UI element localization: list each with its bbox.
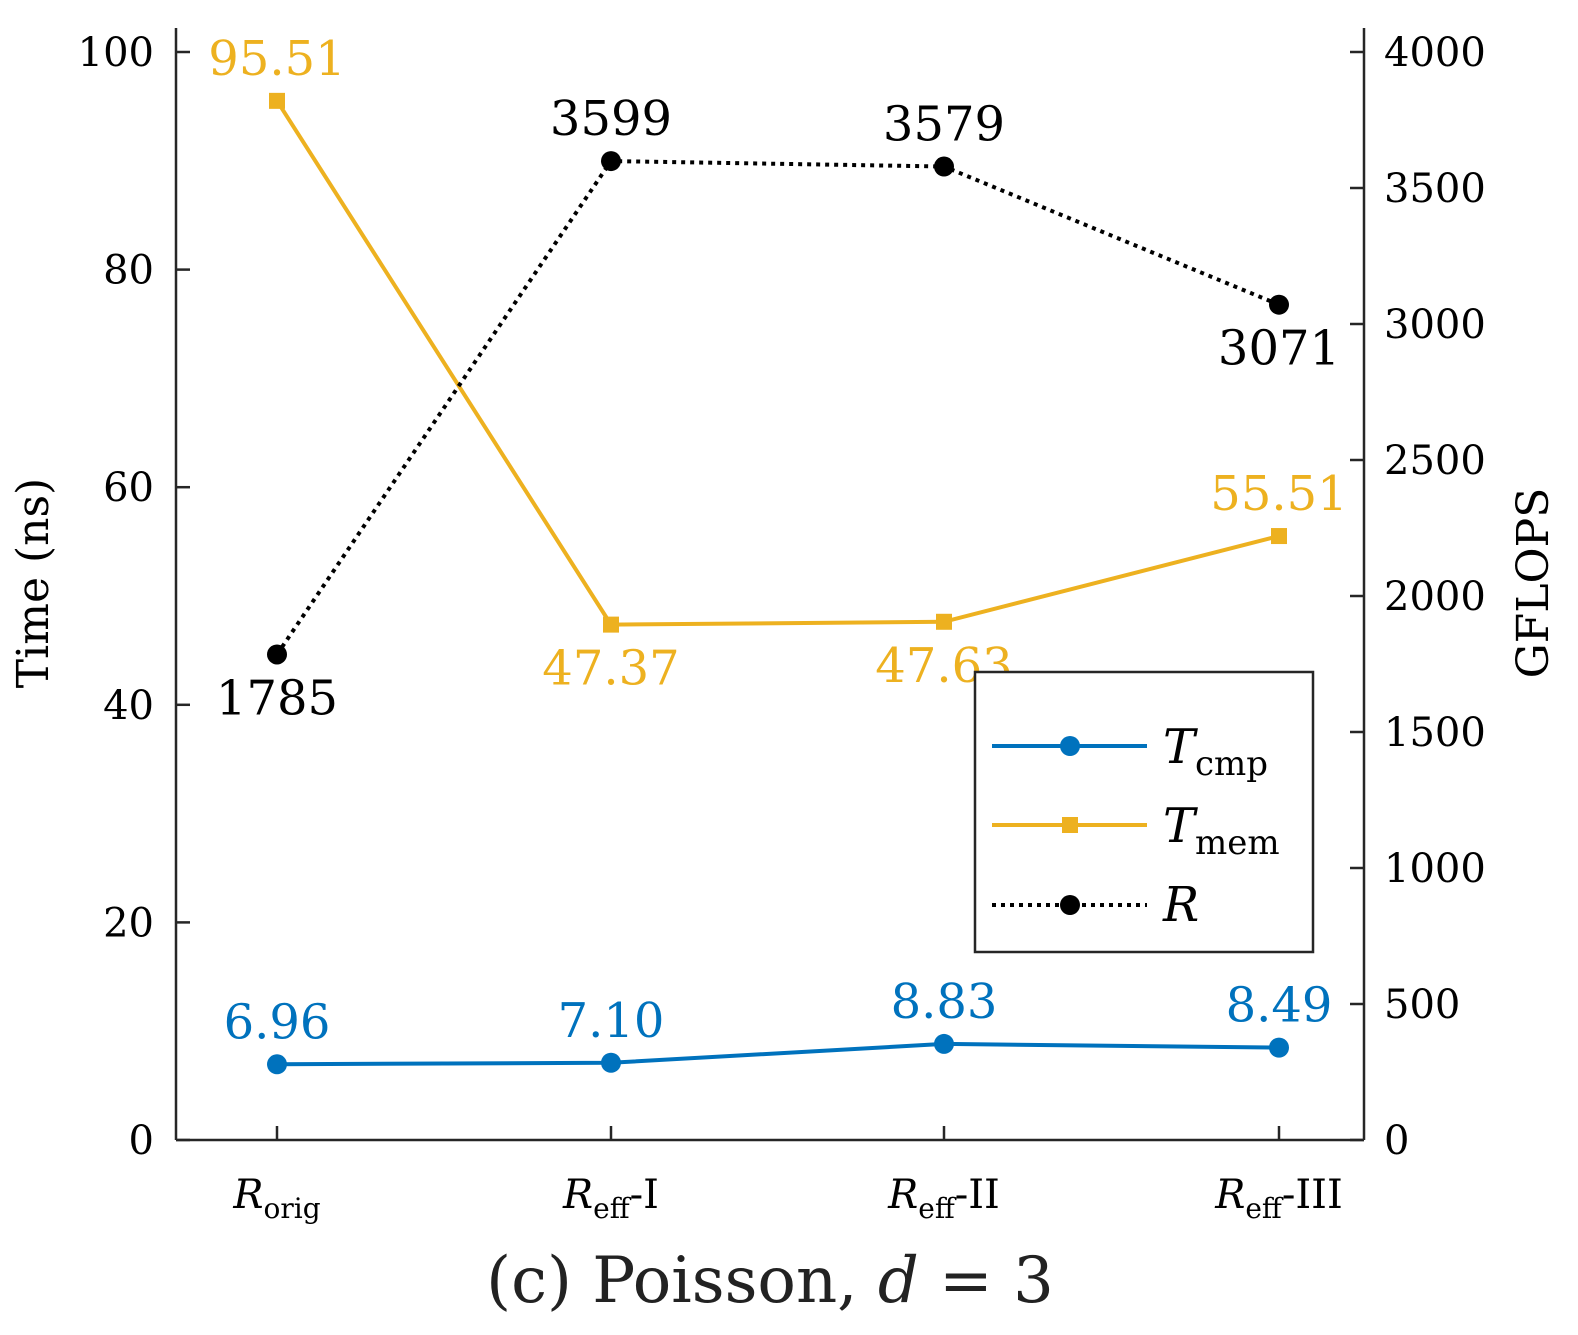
data-label-t-mem: 95.51: [208, 31, 345, 87]
legend-box: [973, 670, 1315, 954]
data-point-t-cmp: [267, 1054, 287, 1075]
y-right-tick-label: 0: [1384, 1118, 1409, 1164]
y-right-tick-label: 4000: [1384, 30, 1486, 76]
y-axis-label-right: GFLOPS: [1508, 488, 1559, 679]
data-label-t-cmp: 8.83: [891, 974, 998, 1030]
legend-label-t-cmp: Tcmp: [1163, 719, 1268, 784]
data-point-r: [601, 151, 621, 172]
data-point-t-cmp: [601, 1052, 621, 1073]
data-label-t-cmp: 6.96: [224, 994, 331, 1050]
data-label-t-cmp: 8.49: [1226, 978, 1333, 1034]
legend-item-t-mem: Tmem: [992, 798, 1280, 863]
x-tick-label: Reff-I: [562, 1172, 659, 1225]
legend-marker-t-mem: [1062, 817, 1078, 833]
data-point-t-mem: [603, 616, 619, 633]
legend-label-t-mem: Tmem: [1163, 798, 1280, 863]
data-point-r: [267, 644, 287, 665]
legend: Tcmp Tmem R: [973, 670, 1315, 954]
series-line-r: [275, 159, 1280, 656]
data-label-t-cmp: 7.10: [558, 993, 665, 1049]
y-right-tick-label: 3500: [1384, 166, 1486, 212]
x-tick-label: Reff-III: [1214, 1172, 1343, 1225]
data-point-t-mem: [269, 92, 285, 109]
y-right-tick-label: 500: [1384, 982, 1460, 1028]
data-point-r: [1269, 294, 1289, 315]
data-label-r: 3071: [1218, 321, 1340, 377]
y-left-tick-label: 40: [103, 683, 154, 729]
data-point-t-cmp: [934, 1033, 954, 1054]
y-right-tick-label: 1000: [1384, 846, 1486, 892]
x-tick-label: Reff-II: [887, 1172, 1000, 1225]
legend-marker-t-cmp: [1060, 736, 1080, 756]
y-right-tick-label: 2000: [1384, 574, 1486, 620]
data-point-t-mem: [936, 613, 952, 630]
data-point-t-mem: [1271, 528, 1287, 545]
chart-title: (c) Poisson, d = 3: [486, 1244, 1054, 1318]
data-label-t-mem: 47.37: [542, 641, 679, 697]
y-left-tick-label: 100: [78, 30, 154, 76]
y-right-tick-label: 2500: [1384, 438, 1486, 484]
x-tick-label: Rorig: [232, 1172, 320, 1225]
legend-marker-r: [1060, 895, 1080, 915]
data-label-r: 3599: [550, 91, 672, 147]
y-axis-label-left: Time (ns): [8, 478, 59, 688]
y-left-tick-label: 0: [129, 1118, 154, 1164]
legend-item-t-cmp: Tcmp: [992, 719, 1268, 784]
data-label-r: 1785: [216, 670, 338, 726]
data-point-r: [934, 156, 954, 177]
y-right-tick-label: 3000: [1384, 302, 1486, 348]
y-right-tick-label: 1500: [1384, 710, 1486, 756]
y-left-tick-label: 20: [103, 900, 154, 946]
data-point-t-cmp: [1269, 1037, 1289, 1058]
series-line-t-mem: [275, 99, 1280, 627]
y-left-tick-label: 80: [103, 248, 154, 294]
data-label-r: 3579: [883, 97, 1005, 153]
legend-item-r: R: [992, 877, 1199, 933]
legend-label-r: R: [1162, 877, 1199, 933]
series-line-t-cmp: [276, 1041, 1280, 1067]
y-left-tick-label: 60: [103, 465, 154, 511]
data-label-t-mem: 55.51: [1210, 466, 1347, 522]
